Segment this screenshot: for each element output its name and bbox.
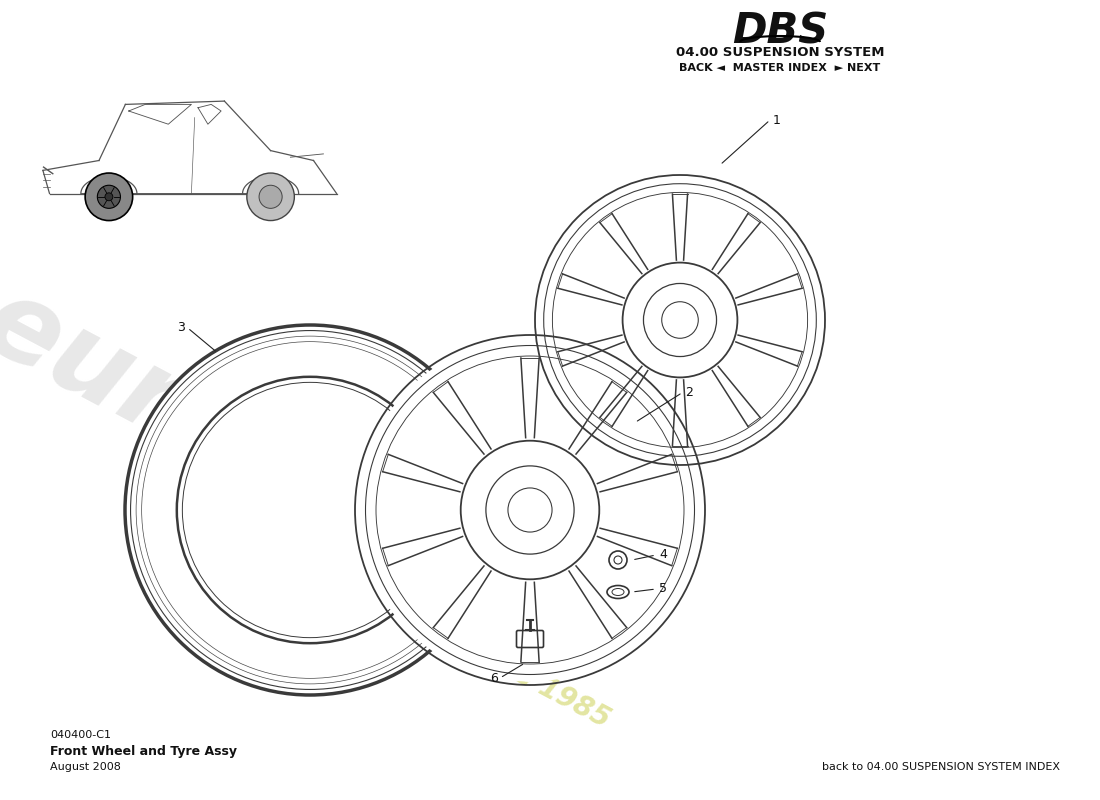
Text: DBS: DBS — [732, 10, 828, 52]
Text: 4: 4 — [659, 549, 667, 562]
Text: back to 04.00 SUSPENSION SYSTEM INDEX: back to 04.00 SUSPENSION SYSTEM INDEX — [822, 762, 1060, 772]
Circle shape — [184, 384, 436, 636]
Text: 2: 2 — [685, 386, 693, 399]
Circle shape — [538, 178, 822, 462]
Circle shape — [359, 338, 702, 682]
Circle shape — [125, 325, 495, 695]
Text: August 2008: August 2008 — [50, 762, 121, 772]
Text: BACK ◄  MASTER INDEX  ► NEXT: BACK ◄ MASTER INDEX ► NEXT — [680, 63, 881, 73]
Text: 3: 3 — [177, 322, 186, 334]
Text: 040400-C1: 040400-C1 — [50, 730, 111, 740]
Text: eurospares: eurospares — [0, 268, 636, 692]
Text: 04.00 SUSPENSION SYSTEM: 04.00 SUSPENSION SYSTEM — [675, 46, 884, 59]
Text: 6: 6 — [490, 671, 498, 685]
Text: Front Wheel and Tyre Assy: Front Wheel and Tyre Assy — [50, 745, 236, 758]
Text: 5: 5 — [659, 582, 667, 595]
Text: 1: 1 — [773, 114, 781, 126]
Text: a passion for parts since 1985: a passion for parts since 1985 — [185, 487, 615, 733]
